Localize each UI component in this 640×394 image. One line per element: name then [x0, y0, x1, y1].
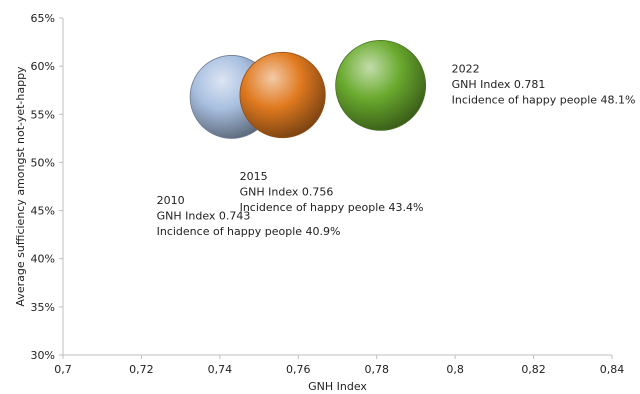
annotation-line: Incidence of happy people 43.4% [240, 201, 424, 214]
y-tick-label: 55% [31, 108, 55, 121]
y-tick-label: 40% [31, 253, 55, 266]
y-tick-label: 30% [31, 349, 55, 362]
y-tick-label: 45% [31, 205, 55, 218]
y-axis-title: Average sufficiency amongst not-yet-happ… [14, 66, 27, 307]
x-tick-label: 0,76 [286, 363, 311, 376]
x-tick-label: 0,7 [54, 363, 72, 376]
annotation-line: GNH Index 0.781 [452, 78, 546, 91]
x-tick-label: 0,72 [129, 363, 154, 376]
axes [62, 18, 612, 356]
annotations: 2010 GNH Index 0.743 Incidence of happy pe… [157, 62, 636, 238]
annotation-line: Incidence of happy people 48.1% [452, 93, 636, 106]
y-tick-label: 50% [31, 156, 55, 169]
y-tick-label: 60% [31, 60, 55, 73]
bubble-annotation-1: 2015 GNH Index 0.756 Incidence of happy pe… [240, 170, 424, 214]
bubble-annotation-2: 2022 GNH Index 0.781 Incidence of happy pe… [452, 62, 636, 106]
x-tick-label: 0,8 [446, 363, 464, 376]
bubbles [189, 40, 427, 139]
x-tick-label: 0,84 [600, 363, 625, 376]
annotation-line: Incidence of happy people 40.9% [157, 225, 341, 238]
annotation-line: GNH Index 0.756 [240, 186, 334, 199]
annotation-line: 2022 [452, 62, 480, 75]
x-tick-label: 0,82 [521, 363, 546, 376]
bubble-1 [239, 51, 326, 139]
tick-labels: 0,7 0,72 0,74 0,76 0,78 0,8 0,82 0,84 30% 35% 40% 4… [31, 12, 625, 376]
y-tick-label: 65% [31, 12, 55, 25]
bubble-2 [335, 40, 427, 131]
y-tick-label: 35% [31, 301, 55, 314]
x-tick-label: 0,78 [364, 363, 389, 376]
annotation-line: 2015 [240, 170, 268, 183]
annotation-line: GNH Index 0.743 [157, 209, 251, 222]
x-axis-title: GNH Index [308, 380, 367, 393]
annotation-line: 2010 [157, 194, 185, 207]
x-tick-label: 0,74 [208, 363, 233, 376]
bubble-annotation-0: 2010 GNH Index 0.743 Incidence of happy pe… [157, 194, 341, 238]
